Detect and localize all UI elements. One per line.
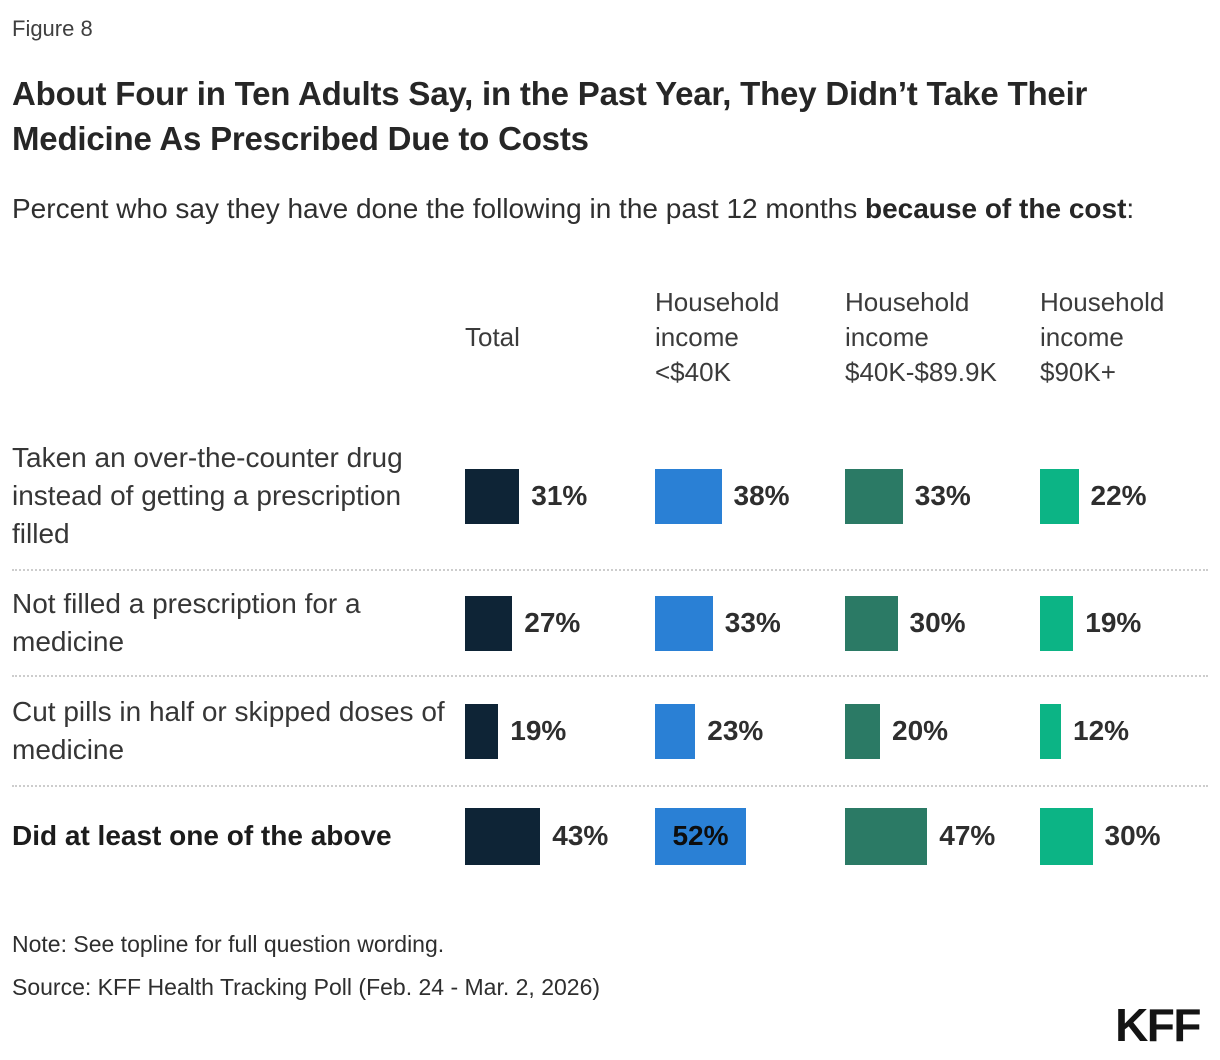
bar-cell: 12% — [1040, 703, 1220, 759]
bar — [845, 807, 928, 865]
column-header: Household income <$40K — [655, 285, 845, 389]
column-header: Total — [465, 320, 655, 355]
row-label: Cut pills in half or skipped doses of me… — [12, 696, 445, 766]
bar-value: 20% — [892, 715, 949, 747]
bar — [1040, 703, 1061, 759]
bar-cell: 20% — [845, 703, 1040, 759]
bar-value: 43% — [552, 820, 609, 852]
bar — [1040, 468, 1079, 524]
bar-value: 23% — [707, 715, 764, 747]
subtitle-suffix: : — [1126, 192, 1135, 224]
bar-value: 27% — [524, 607, 581, 639]
column-header-label: Household income <$40K — [655, 286, 780, 387]
bar — [465, 468, 520, 524]
bar — [845, 468, 903, 524]
bar-cell: 30% — [1040, 807, 1220, 865]
note-text: Note: See topline for full question word… — [12, 931, 445, 958]
bar — [465, 595, 513, 651]
bar-value: 33% — [914, 480, 971, 512]
chart-row: Did at least one of the above 43% 52% 47% 30… — [12, 787, 1208, 885]
chart-subtitle: Percent who say they have done the follo… — [12, 188, 1208, 229]
chart-title: About Four in Ten Adults Say, in the Pas… — [12, 75, 1088, 157]
chart-row: Not filled a prescription for a medicine… — [12, 571, 1208, 678]
bar — [845, 703, 880, 759]
bar-cell: 38% — [655, 468, 845, 524]
bar-value: 22% — [1090, 480, 1147, 512]
bar-value: 30% — [909, 607, 966, 639]
kff-logo: KFF — [1115, 999, 1201, 1051]
column-header-label: Household income $90K+ — [1040, 286, 1165, 387]
bar-cell: 23% — [655, 703, 845, 759]
bar — [845, 595, 898, 651]
bar-cell: 31% — [465, 468, 655, 524]
bar-value: 47% — [939, 820, 996, 852]
bar-value: 19% — [510, 715, 567, 747]
column-header-label: Household income $40K‑$89.9K — [845, 286, 997, 387]
bar-cell: 19% — [465, 703, 655, 759]
bar-cell: 33% — [845, 468, 1040, 524]
subtitle-bold-phrase: because of the cost — [864, 192, 1127, 224]
bar — [1040, 595, 1074, 651]
bar-value: 12% — [1073, 715, 1130, 747]
bar-cell: 22% — [1040, 468, 1220, 524]
bar-value: 38% — [733, 480, 790, 512]
bar-value: 33% — [724, 607, 781, 639]
bar-value: 52% — [672, 820, 729, 852]
bar-cell: 52% — [655, 807, 845, 865]
bar-cell: 19% — [1040, 595, 1220, 651]
chart-row: Taken an over-the-counter drug instead o… — [12, 423, 1208, 572]
bar-value: 31% — [531, 480, 588, 512]
chart-rows: Taken an over-the-counter drug instead o… — [12, 423, 1208, 885]
chart-row: Cut pills in half or skipped doses of me… — [12, 677, 1208, 788]
bar-cell: 30% — [845, 595, 1040, 651]
bar — [465, 807, 541, 865]
column-headers: Total Household income <$40K Household inc… — [12, 251, 1208, 423]
figure-label: Figure 8 — [12, 16, 93, 41]
bar — [655, 703, 696, 759]
bar — [655, 468, 722, 524]
row-label: Taken an over-the-counter drug instead o… — [12, 442, 403, 550]
bar — [1040, 807, 1093, 865]
bar-cell: 33% — [655, 595, 845, 651]
column-header-label: Total — [465, 321, 520, 352]
bar — [655, 595, 713, 651]
bar-value: 19% — [1085, 607, 1142, 639]
column-header: Household income $90K+ — [1040, 285, 1220, 389]
bar-value: 30% — [1104, 820, 1161, 852]
bar-cell: 47% — [845, 807, 1040, 865]
source-text: Source: KFF Health Tracking Poll (Feb. 2… — [12, 974, 601, 1001]
bar: 52% — [655, 807, 746, 865]
bar — [465, 703, 499, 759]
subtitle-prefix: Percent who say they have done the follo… — [12, 192, 865, 224]
row-label: Not filled a prescription for a medicine — [12, 588, 361, 658]
column-header: Household income $40K‑$89.9K — [845, 285, 1040, 389]
bar-cell: 27% — [465, 595, 655, 651]
row-label: Did at least one of the above — [12, 820, 392, 852]
bar-cell: 43% — [465, 807, 655, 865]
